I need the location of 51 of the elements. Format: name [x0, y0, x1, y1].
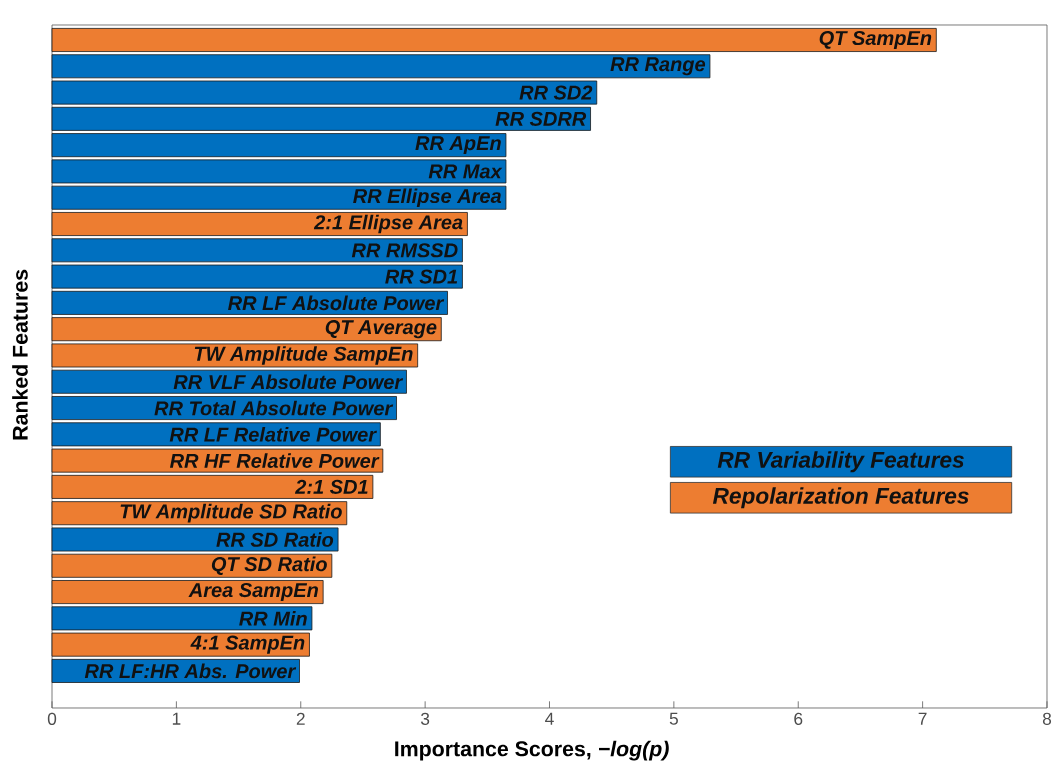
x-tick-label: 3 — [420, 712, 430, 725]
y-tick-label: 2:1 Ellipse Area — [313, 214, 463, 234]
y-tick-label: QT SampEn — [819, 30, 932, 50]
bar — [51, 80, 598, 105]
x-axis-title: Importance Scores, −log(p) — [395, 740, 669, 761]
y-tick-label: RR VLF Absolute Power — [173, 374, 404, 390]
bar — [51, 212, 468, 236]
y-tick-label: RR SDRR — [495, 111, 587, 126]
x-tick-label: 8 — [1042, 712, 1052, 725]
y-tick-label: RR Ellipse Area — [353, 188, 502, 208]
y-tick-label: 4:1 SampEn — [190, 635, 305, 654]
x-tick-label: 0 — [47, 712, 57, 725]
y-tick-label: TW Amplitude SampEn — [194, 346, 413, 365]
y-tick-label: RR LF:HR Abs. Power — [84, 663, 297, 679]
bar — [51, 343, 419, 368]
bar — [51, 527, 339, 552]
y-tick-label: RR Range — [610, 57, 706, 76]
x-tick-label: 5 — [669, 712, 678, 725]
y-tick-label: 2:1 SD1 — [294, 479, 368, 494]
bar — [51, 133, 507, 158]
bar — [51, 553, 333, 578]
y-tick-label: RR RMSSD — [351, 243, 458, 258]
y-tick-label: RR HF Relative Power — [169, 453, 380, 468]
y-tick-label: RR SD Ratio — [216, 532, 334, 547]
y-tick-label: QT SD Ratio — [211, 556, 327, 575]
bar — [51, 28, 937, 52]
y-tick-label: RR Max — [428, 164, 503, 179]
y-tick-label: RR SD1 — [385, 269, 458, 284]
y-tick-label: RR Total Absolute Power — [154, 400, 394, 416]
y-tick-label: RR SD2 — [519, 85, 593, 100]
x-tick-label: 4 — [545, 712, 554, 725]
x-tick-label: 7 — [918, 712, 927, 725]
y-tick-label: QT Average — [325, 320, 437, 339]
y-tick-label: RR LF Relative Power — [169, 426, 377, 442]
text: Repolarization Features — [712, 487, 969, 509]
text: RR Variability Features — [717, 451, 964, 473]
y-tick-label: RR Min — [239, 611, 307, 626]
y-tick-label: TW Amplitude SD Ratio — [120, 503, 342, 523]
x-tick-label: 1 — [172, 712, 181, 725]
y-tick-label: RR ApEn — [415, 136, 501, 155]
bar — [51, 54, 711, 79]
x-tick-label: 6 — [794, 712, 803, 725]
bar — [51, 474, 374, 499]
bar — [51, 317, 442, 342]
bar — [51, 185, 507, 210]
bar — [51, 106, 591, 131]
x-tick-label: 2 — [296, 712, 305, 725]
y-tick-label: Area SampEn — [188, 583, 318, 602]
bar — [51, 159, 507, 184]
y-tick-label: RR LF Absolute Power — [228, 295, 445, 311]
y-axis-title: Ranked Features — [12, 269, 28, 440]
